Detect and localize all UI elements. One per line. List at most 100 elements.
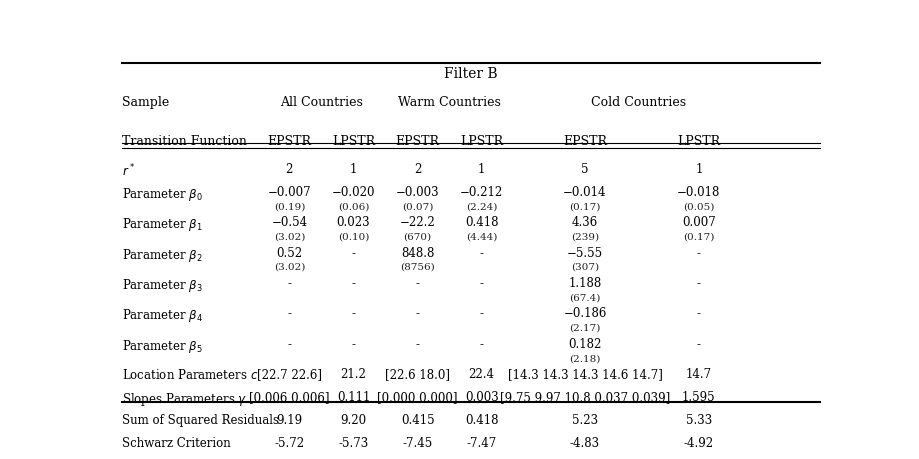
Text: 9.19: 9.19 — [277, 414, 302, 427]
Text: Parameter $\beta_5$: Parameter $\beta_5$ — [122, 338, 203, 355]
Text: Location Parameters $c$: Location Parameters $c$ — [122, 368, 258, 382]
Text: (0.07): (0.07) — [402, 202, 433, 211]
Text: 0.111: 0.111 — [336, 391, 370, 404]
Text: -: - — [351, 277, 356, 290]
Text: −0.007: −0.007 — [267, 186, 312, 199]
Text: 0.415: 0.415 — [401, 414, 435, 427]
Text: LPSTR: LPSTR — [677, 134, 720, 148]
Text: 2: 2 — [286, 163, 293, 176]
Text: -: - — [351, 246, 356, 260]
Text: Transition Function: Transition Function — [122, 134, 247, 148]
Text: -5.73: -5.73 — [338, 437, 369, 450]
Text: 21.2: 21.2 — [341, 368, 367, 381]
Text: 0.007: 0.007 — [682, 216, 716, 229]
Text: 1: 1 — [478, 163, 485, 176]
Text: EPSTR: EPSTR — [267, 134, 312, 148]
Text: Parameter $\beta_0$: Parameter $\beta_0$ — [122, 186, 203, 203]
Text: (0.06): (0.06) — [338, 202, 369, 211]
Text: 5: 5 — [581, 163, 589, 176]
Text: (3.02): (3.02) — [274, 233, 305, 241]
Text: Slopes Parameters $\gamma$: Slopes Parameters $\gamma$ — [122, 391, 247, 408]
Text: (0.19): (0.19) — [274, 202, 305, 211]
Text: -: - — [288, 338, 291, 351]
Text: Parameter $\beta_4$: Parameter $\beta_4$ — [122, 308, 203, 325]
Text: [9.75 9.97 10.8 0.037 0.039]: [9.75 9.97 10.8 0.037 0.039] — [500, 391, 670, 404]
Text: [22.6 18.0]: [22.6 18.0] — [385, 368, 450, 381]
Text: All Countries: All Countries — [280, 96, 363, 109]
Text: −0.018: −0.018 — [677, 186, 720, 199]
Text: −0.020: −0.020 — [332, 186, 375, 199]
Text: 14.7: 14.7 — [686, 368, 712, 381]
Text: 0.182: 0.182 — [568, 338, 602, 351]
Text: -: - — [697, 338, 701, 351]
Text: EPSTR: EPSTR — [395, 134, 439, 148]
Text: Parameter $\beta_1$: Parameter $\beta_1$ — [122, 216, 202, 233]
Text: 848.8: 848.8 — [401, 246, 435, 260]
Text: −0.186: −0.186 — [563, 308, 607, 320]
Text: Cold Countries: Cold Countries — [591, 96, 686, 109]
Text: -: - — [480, 308, 483, 320]
Text: −22.2: −22.2 — [400, 216, 436, 229]
Text: -7.45: -7.45 — [403, 437, 433, 450]
Text: 1.595: 1.595 — [682, 391, 716, 404]
Text: 0.003: 0.003 — [465, 391, 498, 404]
Text: 0.023: 0.023 — [336, 216, 370, 229]
Text: 1: 1 — [350, 163, 357, 176]
Text: [0.006 0.006]: [0.006 0.006] — [249, 391, 330, 404]
Text: -: - — [415, 338, 420, 351]
Text: 5.23: 5.23 — [572, 414, 598, 427]
Text: (3.02): (3.02) — [274, 263, 305, 272]
Text: (2.24): (2.24) — [466, 202, 497, 211]
Text: (239): (239) — [571, 233, 599, 241]
Text: −0.54: −0.54 — [271, 216, 308, 229]
Text: Sample: Sample — [122, 96, 169, 109]
Text: −5.55: −5.55 — [567, 246, 603, 260]
Text: 22.4: 22.4 — [469, 368, 494, 381]
Text: (0.05): (0.05) — [683, 202, 715, 211]
Text: -5.72: -5.72 — [274, 437, 304, 450]
Text: (4.44): (4.44) — [466, 233, 497, 241]
Text: (2.17): (2.17) — [569, 324, 601, 333]
Text: (8756): (8756) — [400, 263, 435, 272]
Text: −0.003: −0.003 — [396, 186, 439, 199]
Text: 1.188: 1.188 — [568, 277, 602, 290]
Text: -: - — [697, 246, 701, 260]
Text: [14.3 14.3 14.3 14.6 14.7]: [14.3 14.3 14.3 14.6 14.7] — [507, 368, 663, 381]
Text: 9.20: 9.20 — [340, 414, 367, 427]
Text: Filter B: Filter B — [444, 67, 498, 81]
Text: (0.10): (0.10) — [338, 233, 369, 241]
Text: Warm Countries: Warm Countries — [398, 96, 501, 109]
Text: -: - — [697, 277, 701, 290]
Text: -: - — [480, 338, 483, 351]
Text: Parameter $\beta_2$: Parameter $\beta_2$ — [122, 246, 202, 263]
Text: LPSTR: LPSTR — [332, 134, 375, 148]
Text: $r^*$: $r^*$ — [122, 163, 135, 179]
Text: (0.17): (0.17) — [683, 233, 715, 241]
Text: −0.014: −0.014 — [563, 186, 607, 199]
Text: EPSTR: EPSTR — [563, 134, 607, 148]
Text: (670): (670) — [403, 233, 432, 241]
Text: (67.4): (67.4) — [569, 293, 601, 302]
Text: -4.92: -4.92 — [684, 437, 714, 450]
Text: −0.212: −0.212 — [460, 186, 504, 199]
Text: -: - — [288, 277, 291, 290]
Text: 2: 2 — [414, 163, 421, 176]
Text: 1: 1 — [695, 163, 703, 176]
Text: [0.000 0.000]: [0.000 0.000] — [378, 391, 458, 404]
Text: 4.36: 4.36 — [572, 216, 598, 229]
Text: LPSTR: LPSTR — [460, 134, 504, 148]
Text: 0.52: 0.52 — [277, 246, 302, 260]
Text: -: - — [415, 277, 420, 290]
Text: -4.83: -4.83 — [570, 437, 600, 450]
Text: (307): (307) — [571, 263, 599, 272]
Text: -: - — [288, 308, 291, 320]
Text: Sum of Squared Residuals: Sum of Squared Residuals — [122, 414, 279, 427]
Text: 0.418: 0.418 — [465, 414, 498, 427]
Text: Schwarz Criterion: Schwarz Criterion — [122, 437, 231, 450]
Text: -: - — [351, 308, 356, 320]
Text: (2.18): (2.18) — [569, 354, 601, 363]
Text: -: - — [415, 308, 420, 320]
Text: -: - — [697, 308, 701, 320]
Text: 0.418: 0.418 — [465, 216, 498, 229]
Text: -7.47: -7.47 — [467, 437, 497, 450]
